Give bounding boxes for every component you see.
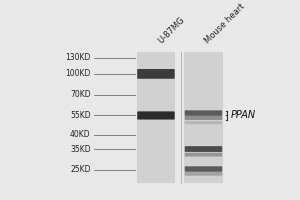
FancyBboxPatch shape (136, 52, 175, 183)
FancyBboxPatch shape (185, 146, 222, 152)
Text: 40KD: 40KD (70, 130, 91, 139)
Text: 55KD: 55KD (70, 111, 91, 120)
FancyBboxPatch shape (185, 116, 222, 120)
FancyBboxPatch shape (184, 52, 223, 183)
FancyBboxPatch shape (185, 172, 222, 176)
Text: Mouse heart: Mouse heart (203, 2, 247, 45)
Text: 25KD: 25KD (70, 165, 91, 174)
FancyBboxPatch shape (185, 110, 222, 116)
FancyBboxPatch shape (185, 153, 222, 157)
Text: U-87MG: U-87MG (156, 15, 186, 45)
FancyBboxPatch shape (137, 111, 175, 120)
Text: 100KD: 100KD (65, 69, 91, 78)
Text: 130KD: 130KD (65, 53, 91, 62)
Text: 35KD: 35KD (70, 145, 91, 154)
FancyBboxPatch shape (185, 121, 222, 124)
Text: PPAN: PPAN (230, 110, 255, 120)
FancyBboxPatch shape (185, 166, 222, 172)
FancyBboxPatch shape (137, 69, 175, 79)
Text: 70KD: 70KD (70, 90, 91, 99)
